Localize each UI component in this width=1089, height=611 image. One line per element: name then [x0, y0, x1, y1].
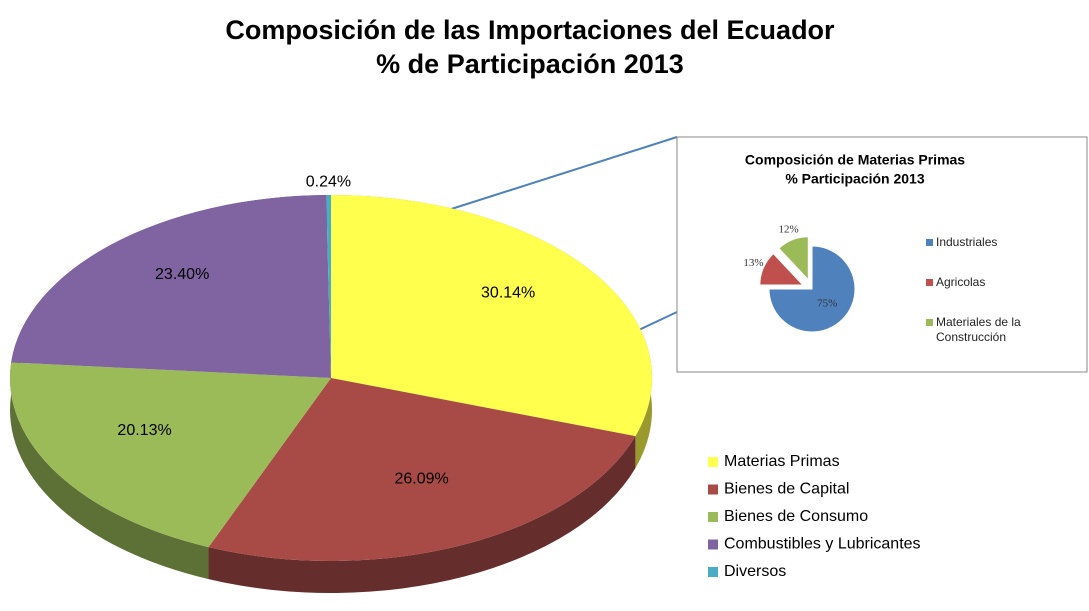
legend-label: Industriales: [936, 235, 998, 249]
legend-label: Materiales de la Construcción: [936, 315, 1021, 344]
data-label: 23.40%: [155, 266, 209, 283]
data-label: 12%: [778, 223, 798, 235]
pie-slice: [326, 195, 331, 378]
pie-slice: [331, 195, 652, 437]
slice-side: [10, 362, 209, 580]
legend-swatch: [926, 239, 933, 246]
chart-title: Composición de las Importaciones del Ecu…: [225, 15, 835, 45]
legend-item: Materiales de la Construcción: [936, 315, 1021, 344]
legend-label: Bienes de Capital: [724, 481, 849, 498]
inset-subtitle: % Participación 2013: [785, 171, 925, 187]
data-label: 30.14%: [481, 285, 535, 302]
pie-slice: [208, 378, 636, 561]
pie-slice: [10, 362, 332, 548]
data-label: 13%: [743, 257, 763, 269]
chart-subtitle: % de Participación 2013: [376, 49, 684, 79]
legend-swatch: [708, 567, 718, 577]
pie-slice: [778, 236, 809, 281]
legend-swatch: [708, 512, 718, 522]
data-label: 20.13%: [117, 422, 171, 439]
pie-slice: [759, 252, 804, 286]
data-label: 75%: [817, 298, 837, 310]
legend-swatch: [708, 539, 718, 550]
legend-label: Diversos: [724, 563, 786, 580]
slice-side: [208, 436, 636, 593]
data-label: 26.09%: [395, 470, 449, 487]
legend-swatch: [926, 279, 933, 286]
legend-label: Combustibles y Lubricantes: [724, 536, 921, 553]
legend-item: Industriales: [936, 235, 998, 249]
pie-slice: [768, 245, 856, 333]
legend-swatch: [708, 457, 718, 467]
inset-frame: [676, 136, 1088, 373]
legend-item: Agricolas: [936, 275, 986, 289]
legend-label: Agricolas: [936, 275, 986, 289]
legend-swatch: [926, 319, 933, 326]
legend-label: Materias Primas: [724, 453, 840, 470]
legend-swatch: [708, 484, 718, 495]
pie-slice: [11, 195, 332, 378]
inset-title: Composición de Materias Primas: [745, 152, 965, 168]
data-label: 0.24%: [306, 173, 351, 190]
legend-label: Bienes de Consumo: [724, 508, 868, 525]
